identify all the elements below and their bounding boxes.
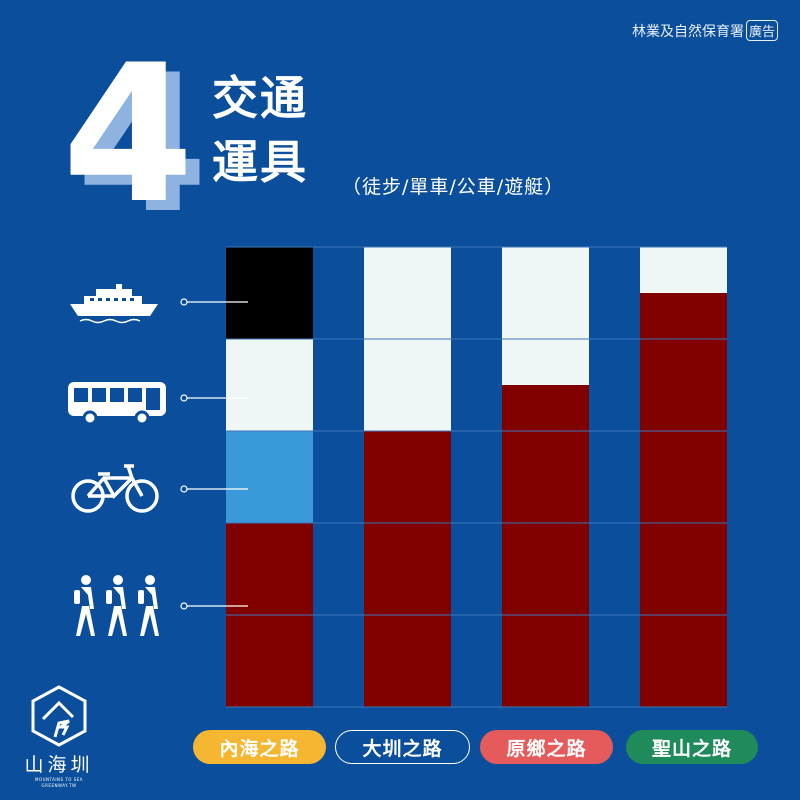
leader-dot (180, 298, 188, 306)
bar-segment-3-3 (502, 247, 589, 385)
logo-mark-icon (31, 685, 87, 747)
title-line-2: 運具 (212, 135, 308, 189)
category-pill-4: 聖山之路 (626, 730, 758, 764)
leader-dot (180, 485, 188, 493)
agency-credit: 林業及自然保育署 廣告 (632, 20, 778, 41)
logo-name: 山海圳 (24, 754, 94, 776)
logo-tagline: MOUNTAINS TO SEA GREENWAY.TW (34, 777, 84, 788)
title-line-1: 交通 (212, 71, 308, 125)
bar-segment-4-1 (640, 293, 727, 707)
bar-segment-3-1 (502, 385, 589, 707)
ship-icon (70, 284, 158, 324)
hikers-icon (74, 575, 159, 636)
category-pill-1: 內海之路 (193, 730, 326, 764)
bar-segment-4-3 (640, 247, 727, 293)
logo: 山海圳 MOUNTAINS TO SEA GREENWAY.TW (24, 685, 94, 789)
bar-segment-1-2 (226, 431, 313, 523)
bar-segment-1-3 (226, 339, 313, 431)
category-pill-3: 原鄉之路 (480, 730, 613, 764)
bar-segment-1-4 (226, 247, 313, 339)
ad-badge: 廣告 (745, 20, 778, 41)
bicycle-icon (71, 464, 159, 513)
leader-dot (180, 394, 188, 402)
page-title: 交通 運具 (212, 66, 308, 194)
agency-name: 林業及自然保育署 (631, 23, 744, 40)
bar-segment-2-1 (364, 431, 451, 707)
bus-icon (68, 382, 166, 426)
category-pill-2: 大圳之路 (335, 730, 470, 764)
subtitle: （徒步/單車/公車/遊艇） (342, 176, 565, 198)
leader-dot (180, 602, 188, 610)
section-number: 4 (62, 24, 195, 245)
